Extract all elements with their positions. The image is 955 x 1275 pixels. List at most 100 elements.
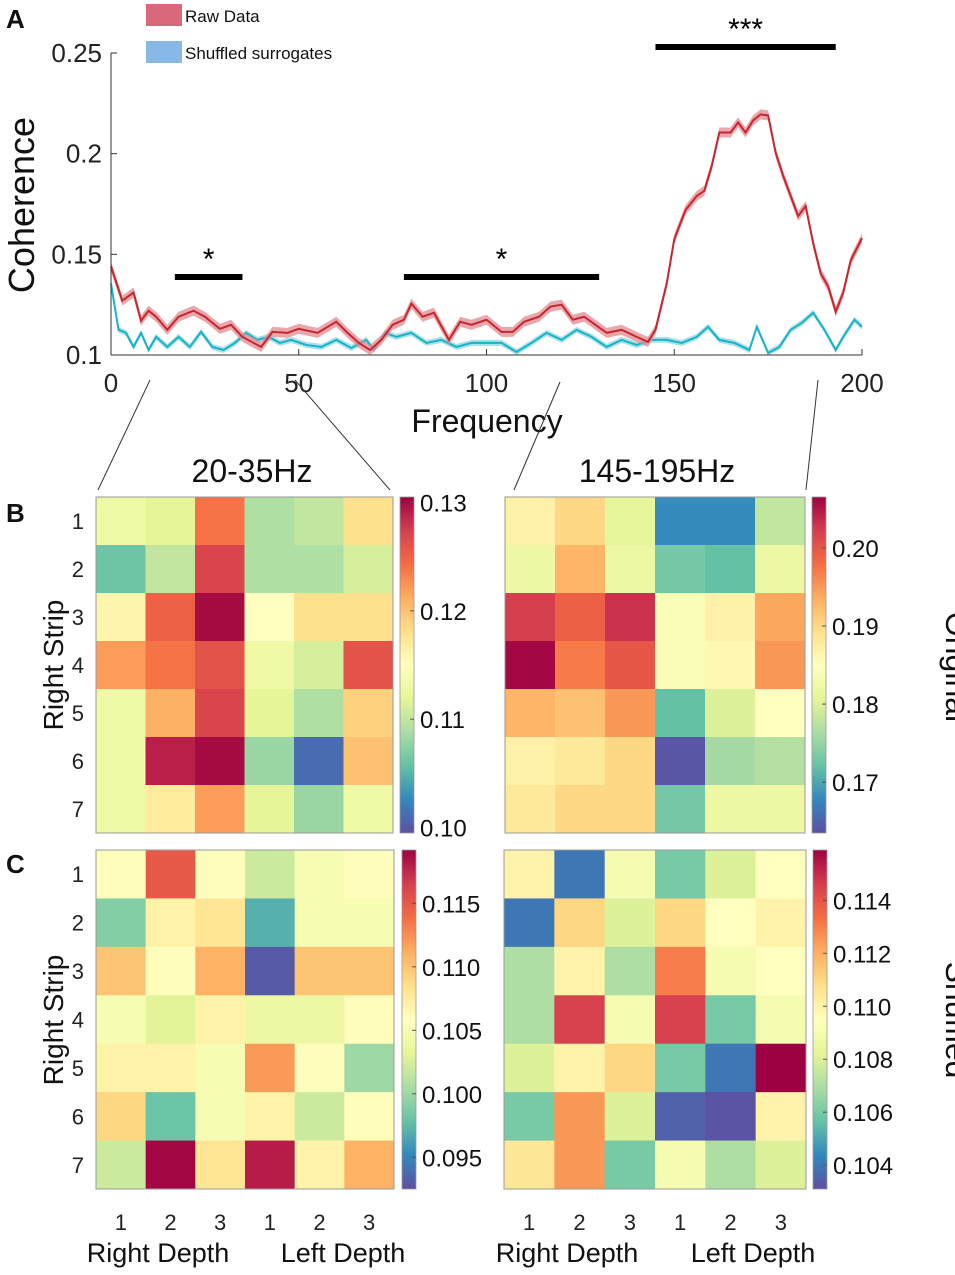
- heatmap-cell: [145, 850, 196, 899]
- heatmap-cell: [343, 689, 394, 738]
- heatmap-cell: [504, 850, 555, 899]
- col-tick-label: 2: [164, 1210, 176, 1235]
- heatmap-cell: [195, 545, 245, 594]
- heatmap-cell: [604, 995, 656, 1045]
- heatmap-cell: [504, 1043, 555, 1093]
- heatmap-cell: [655, 946, 706, 996]
- row-tick-label: 4: [72, 653, 84, 678]
- heatmap-cell: [755, 641, 806, 690]
- colorbar-tick-label: 0.17: [832, 770, 879, 797]
- legend-swatch-shuffled: [146, 41, 182, 63]
- heatmap-cell: [504, 946, 555, 996]
- col-tick-label: 2: [724, 1210, 736, 1235]
- colorbar-tick-label: 0.19: [832, 614, 879, 641]
- heatmap-cell: [555, 737, 606, 786]
- y-label-right-strip: Right Strip: [38, 600, 69, 731]
- heatmap-frame: [95, 849, 395, 1190]
- heatmap-cell: [344, 995, 395, 1045]
- significance-stars: ***: [728, 13, 763, 46]
- row-tick-label: 6: [72, 1104, 84, 1129]
- col-tick-label: 2: [313, 1210, 325, 1235]
- col-tick-label: 3: [775, 1210, 787, 1235]
- panel-label-a: A: [6, 4, 25, 34]
- heatmap-cell: [755, 898, 807, 948]
- x-tick-label: 0: [104, 368, 118, 398]
- x-tick-label: 150: [653, 368, 696, 398]
- heatmap-b-left: 1 2 3 4 5 6 7 0.10 0.11 0.12 0.13: [72, 490, 467, 842]
- heatmap-cell: [195, 689, 245, 738]
- heatmap-cell: [554, 1092, 606, 1142]
- heatmap-cell: [605, 497, 656, 546]
- heatmap-cell: [505, 689, 556, 738]
- panel-label-b: B: [6, 498, 25, 528]
- heatmap-cell: [604, 1043, 656, 1093]
- heatmap-cell: [343, 593, 394, 642]
- heatmap-cell: [343, 497, 394, 546]
- heatmap-cell: [554, 1043, 606, 1093]
- heatmap-cell: [555, 497, 606, 546]
- heatmap-cell: [96, 689, 146, 738]
- heatmap-cell: [244, 593, 295, 642]
- heatmap-cell: [96, 737, 146, 786]
- heatmap-cell: [96, 593, 146, 642]
- heatmap-cell: [344, 1043, 395, 1093]
- heatmap-cell: [245, 1092, 296, 1142]
- heatmap-cell: [294, 1140, 345, 1190]
- heatmap-cell: [505, 497, 556, 546]
- heatmap-cell: [145, 1092, 196, 1142]
- heatmap-cell: [505, 593, 556, 642]
- row-tick-label: 6: [72, 749, 84, 774]
- heatmap-cell: [755, 946, 807, 996]
- colorbar-tick-label: 0.18: [832, 692, 879, 719]
- y-tick-label: 0.1: [66, 340, 102, 370]
- row-label-shuffled: Shuffled: [939, 962, 955, 1079]
- heatmap-cell: [145, 737, 196, 786]
- x-tick-label: 100: [465, 368, 508, 398]
- heatmap-cell: [705, 850, 757, 899]
- heatmap-cell: [245, 995, 296, 1045]
- heatmap-cell: [245, 850, 296, 899]
- heatmap-cell: [96, 1140, 147, 1190]
- heatmap-cell: [655, 1092, 706, 1142]
- heatmap-cell: [344, 1140, 395, 1190]
- heatmap-cell: [244, 785, 295, 834]
- heatmap-cell: [294, 1043, 345, 1093]
- heatmap-cell: [96, 641, 146, 690]
- heatmap-cell: [604, 1140, 656, 1190]
- heatmap-cell: [755, 785, 806, 834]
- heatmap-cell: [245, 898, 296, 948]
- heatmap-cell: [195, 995, 246, 1045]
- heatmap-cell: [755, 737, 806, 786]
- heatmap-c-left: 1 2 3 4 5 6 7 1 2 3 1 2 3 0.095 0.100 0.105 0.110 0.115: [72, 849, 482, 1235]
- heatmap-cell: [755, 689, 806, 738]
- heatmap-cell: [344, 1092, 395, 1142]
- heatmap-cell: [705, 898, 757, 948]
- heatmap-cell: [294, 850, 345, 899]
- row-tick-label: 7: [72, 1153, 84, 1178]
- heatmap-cell: [96, 1092, 147, 1142]
- heatmap-cell: [195, 1092, 246, 1142]
- colorbar: [812, 849, 828, 1190]
- heatmap-cell: [294, 946, 345, 996]
- heatmap-cell: [96, 946, 147, 996]
- heatmap-cell: [294, 1092, 345, 1142]
- heatmap-cell: [655, 850, 706, 899]
- heatmap-b-right: 0.17 0.18 0.19 0.20: [504, 496, 879, 834]
- heatmap-cell: [504, 995, 555, 1045]
- heatmap-cell: [195, 641, 245, 690]
- heatmap-cell: [294, 995, 345, 1045]
- colorbar-tick-label: 0.105: [422, 1018, 482, 1045]
- heatmap-cell: [96, 995, 147, 1045]
- heatmap-cell: [655, 737, 706, 786]
- heatmap-cell: [655, 593, 706, 642]
- row-tick-label: 5: [72, 1056, 84, 1081]
- y-tick-label: 0.15: [51, 239, 102, 269]
- row-tick-label: 2: [72, 911, 84, 936]
- heatmap-cell: [344, 898, 395, 948]
- heatmap-cell: [294, 737, 344, 786]
- heatmap-cell: [96, 545, 146, 594]
- heatmap-cell: [195, 898, 246, 948]
- series-line-shuffled: [110, 283, 863, 355]
- heatmap-cell: [504, 1092, 555, 1142]
